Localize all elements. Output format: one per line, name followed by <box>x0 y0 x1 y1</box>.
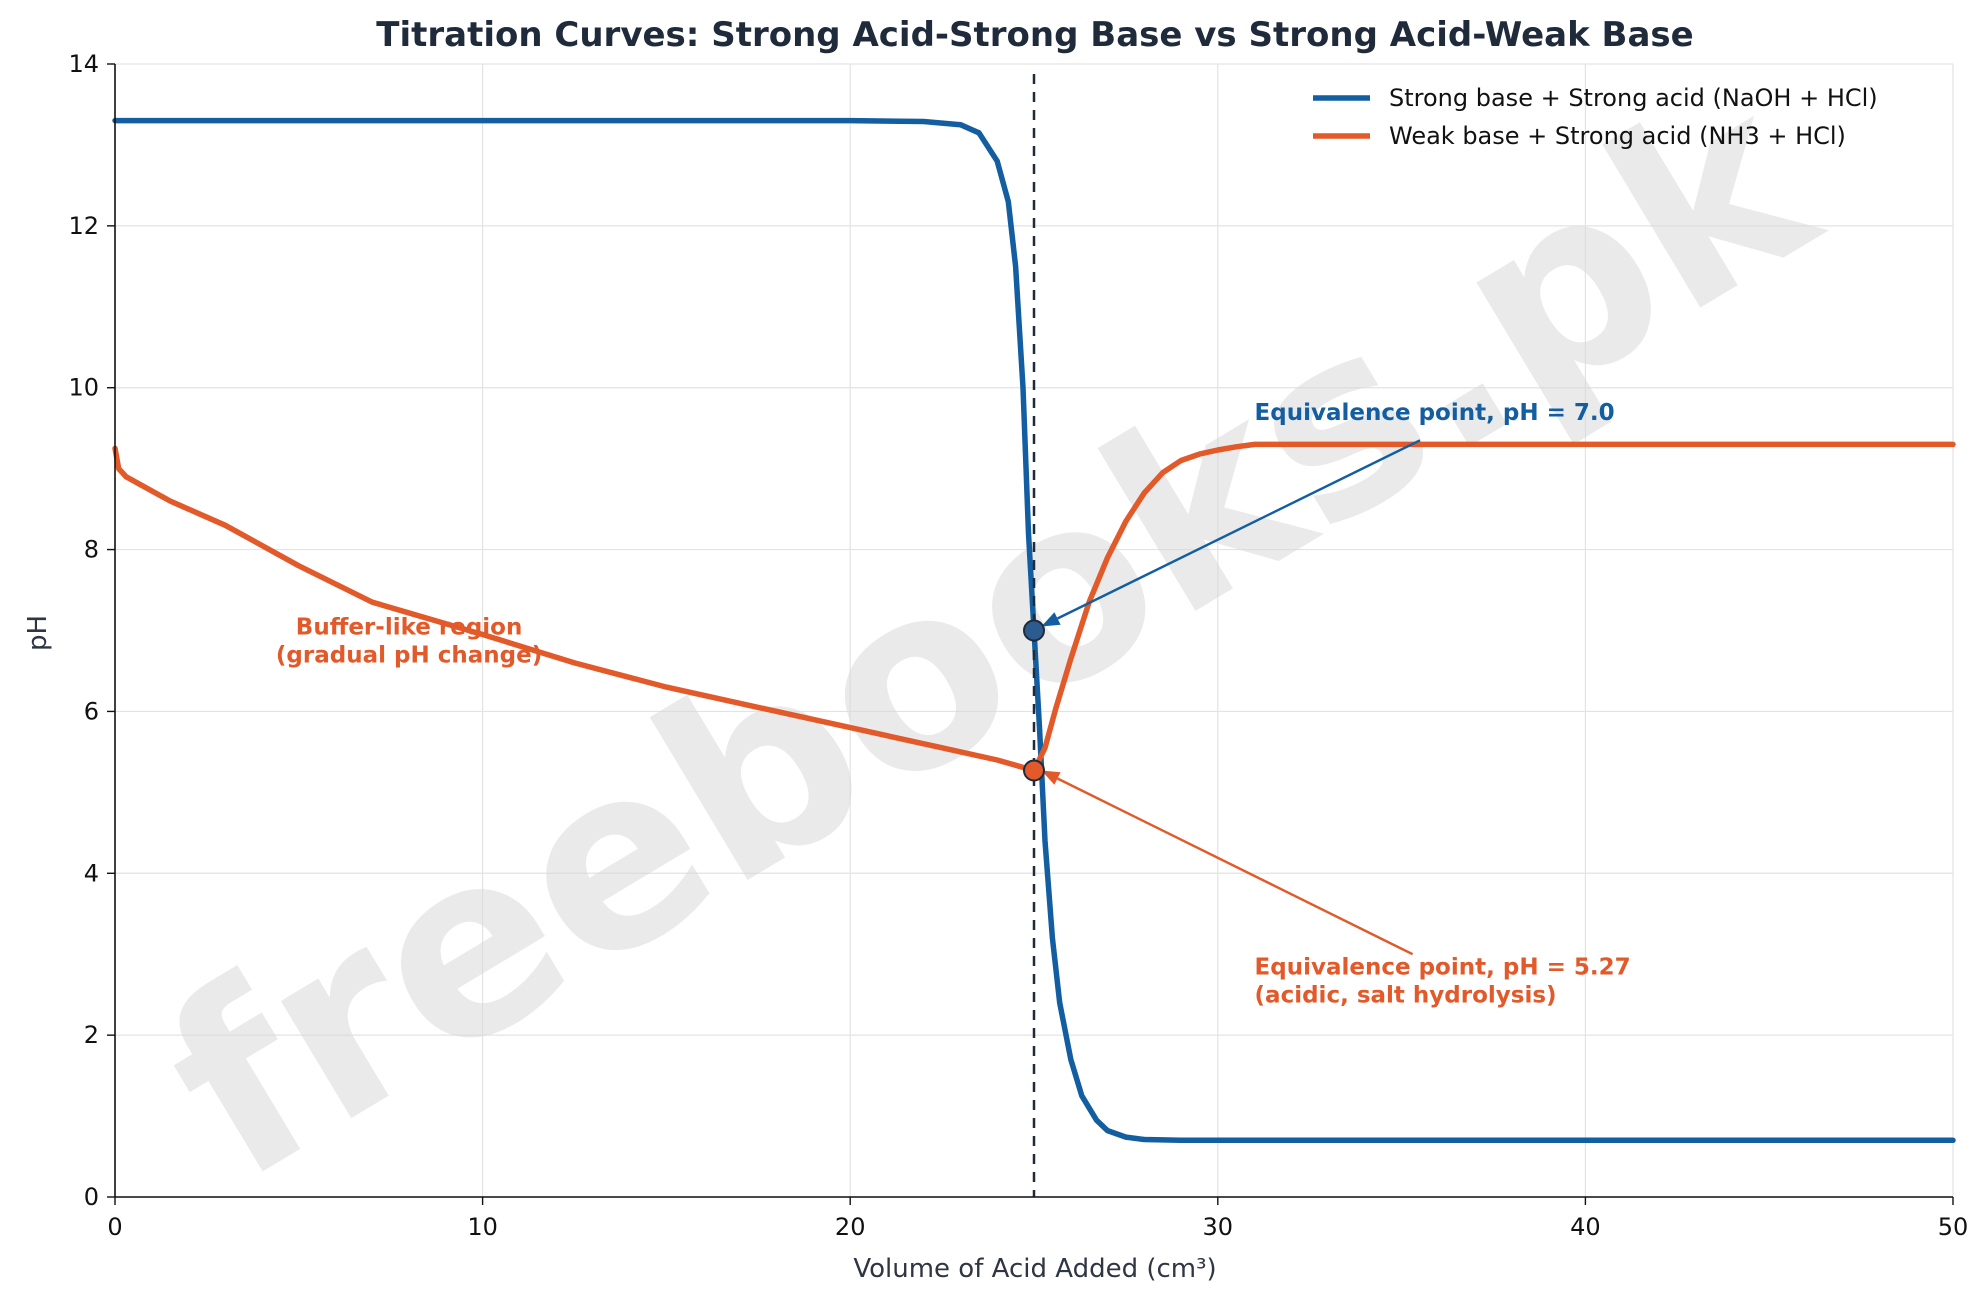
x-tick-label: 0 <box>107 1213 122 1241</box>
y-tick-label: 0 <box>84 1183 99 1211</box>
y-tick-label: 12 <box>68 212 99 240</box>
x-tick-label: 40 <box>1570 1213 1601 1241</box>
ticks: 0 10 20 30 40 50 0 2 4 6 8 10 12 14 <box>68 50 1968 1241</box>
weak-eq-annotation-line1: Equivalence point, pH = 5.27 <box>1255 954 1631 980</box>
weak-eq-arrow-head <box>1041 770 1061 785</box>
buffer-annotation-line1: Buffer-like region <box>296 615 523 641</box>
y-tick-label: 10 <box>68 374 99 402</box>
series-line-1 <box>112 117 1956 1144</box>
legend-label-1: Strong base + Strong acid (NaOH + HCl) <box>1389 84 1878 112</box>
chart-title: Titration Curves: Strong Acid-Strong Bas… <box>376 15 1693 55</box>
y-axis-label: pH <box>23 615 53 651</box>
weak-eq-annotation-line2: (acidic, salt hydrolysis) <box>1255 982 1557 1008</box>
x-tick-label: 30 <box>1203 1213 1234 1241</box>
legend: Strong base + Strong acid (NaOH + HCl) We… <box>1313 84 1878 150</box>
buffer-annotation-line2: (gradual pH change) <box>276 643 542 669</box>
strong-eq-arrow-head <box>1041 612 1061 627</box>
legend-label-2: Weak base + Strong acid (NH3 + HCl) <box>1389 122 1846 150</box>
y-tick-label: 8 <box>84 536 99 564</box>
equivalence-marker-1 <box>1023 619 1045 642</box>
x-tick-label: 20 <box>835 1213 866 1241</box>
weak-eq-arrow-shaft <box>1056 777 1414 956</box>
axes <box>114 64 1953 1198</box>
x-tick-label: 10 <box>467 1213 498 1241</box>
y-tick-label: 14 <box>68 50 99 78</box>
annotations: Equivalence point, pH = 7.0 Equivalence p… <box>276 400 1631 1008</box>
equivalence-marker-2 <box>1023 759 1045 782</box>
strong-eq-annotation: Equivalence point, pH = 7.0 <box>1255 400 1615 426</box>
strong-eq-arrow-shaft <box>1056 439 1421 620</box>
y-tick-label: 6 <box>84 697 99 725</box>
y-tick-label: 4 <box>84 859 99 887</box>
x-tick-label: 50 <box>1938 1213 1969 1241</box>
y-tick-label: 2 <box>84 1021 99 1049</box>
markers <box>1023 619 1045 782</box>
x-axis-label: Volume of Acid Added (cm³) <box>853 1254 1216 1284</box>
